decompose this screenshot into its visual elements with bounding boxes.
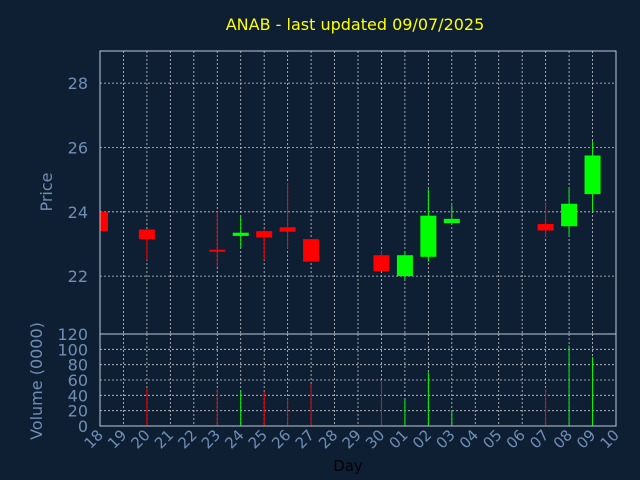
volume-tick-label: 40 <box>68 386 88 405</box>
price-tick-label: 24 <box>68 203 88 222</box>
volume-tick-label: 60 <box>68 371 88 390</box>
x-tick-label: 27 <box>292 426 318 452</box>
candle-body <box>100 211 108 232</box>
x-tick-label: 22 <box>174 426 200 452</box>
volume-tick-label: 100 <box>57 340 88 359</box>
candle-body <box>138 229 155 240</box>
x-tick-label: 10 <box>597 426 623 452</box>
x-tick-labels: 1819202122232425262728293001020304050607… <box>81 426 623 452</box>
x-tick-label: 04 <box>456 426 482 452</box>
x-tick-label: 20 <box>128 426 154 452</box>
candle-body <box>279 227 296 232</box>
x-axis-label: Day <box>333 457 363 475</box>
x-tick-label: 26 <box>268 426 294 452</box>
volume-tick-label: 120 <box>57 325 88 344</box>
x-tick-label: 29 <box>339 426 365 452</box>
price-axis-label: Price <box>37 172 56 211</box>
x-tick-label: 19 <box>104 426 130 452</box>
price-tick-label: 26 <box>68 138 88 157</box>
x-tick-label: 06 <box>503 426 529 452</box>
x-tick-label: 01 <box>386 426 412 452</box>
candle-body <box>537 224 554 231</box>
x-tick-label: 07 <box>526 426 552 452</box>
candle-body <box>584 155 601 195</box>
x-tick-label: 25 <box>245 426 271 452</box>
candle-body <box>443 218 460 224</box>
volume-tick-label: 0 <box>78 417 88 436</box>
price-panel: 22 24 26 28 <box>68 50 617 335</box>
x-tick-label: 02 <box>409 426 435 452</box>
price-tick-label: 28 <box>68 74 88 93</box>
candle-body <box>420 215 437 257</box>
volume-tick-label: 80 <box>68 356 88 375</box>
candle-body <box>232 232 249 236</box>
volume-panel-border <box>99 333 617 427</box>
candle-body <box>256 231 273 238</box>
chart-title: ANAB - last updated 09/07/2025 <box>226 15 485 34</box>
candle-body <box>303 239 320 262</box>
candle-body <box>561 203 578 227</box>
x-tick-label: 24 <box>221 426 247 452</box>
x-tick-label: 09 <box>573 426 599 452</box>
volume-axis-label: Volume (0000) <box>27 322 46 440</box>
price-tick-label: 22 <box>68 267 88 286</box>
candle-body <box>373 255 390 272</box>
x-tick-label: 08 <box>550 426 576 452</box>
volume-tick-label: 20 <box>68 402 88 421</box>
candle-body <box>209 249 226 252</box>
x-tick-label: 21 <box>151 426 177 452</box>
x-tick-label: 05 <box>479 426 505 452</box>
x-tick-label: 28 <box>315 426 341 452</box>
x-tick-label: 30 <box>362 426 388 452</box>
x-tick-label: 03 <box>432 426 458 452</box>
x-tick-label: 23 <box>198 426 224 452</box>
candle-body <box>396 255 413 277</box>
